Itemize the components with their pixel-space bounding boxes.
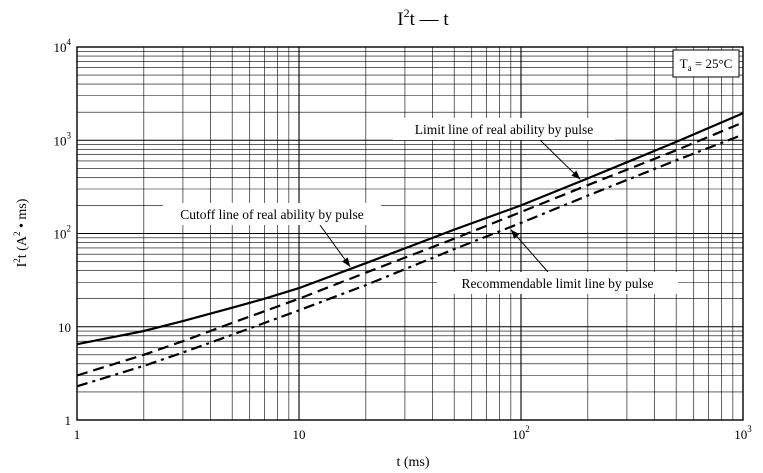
x-tick-labels: 1 10 102 103 [74, 424, 753, 442]
plot-frame [76, 46, 744, 421]
x-tick-label-base: 10 [293, 427, 306, 442]
y-tick-label: 10 [58, 320, 71, 335]
y-axis-label-sup: 2 [12, 258, 22, 263]
y-tick-label: 104 [54, 37, 72, 55]
x-tick-label-base: 1 [74, 427, 81, 442]
y-tick-label: 102 [54, 224, 72, 242]
annotation-label: Limit line of real ability by pulse [415, 122, 593, 137]
annotation-leader [539, 139, 581, 180]
y-tick-label-base: 10 [54, 227, 67, 242]
annotations: Limit line of real ability by pulse Cutof… [163, 118, 678, 294]
annotation-leader [510, 229, 549, 273]
x-tick-label: 10 [293, 427, 306, 442]
y-tick-label-exp: 2 [67, 224, 72, 234]
annotation-label: Recommendable limit line by pulse [462, 276, 654, 291]
y-axis-label: I2t (A2 • ms) [12, 198, 30, 267]
series-line-3 [76, 133, 744, 388]
y-tick-label: 103 [54, 130, 72, 148]
condition-label: Ta = 25°C [680, 56, 733, 73]
series-line-2 [76, 121, 744, 377]
x-tick-label-base: 10 [734, 427, 747, 442]
condition-box [672, 49, 740, 78]
x-tick-label: 102 [512, 424, 530, 442]
y-tick-label-base: 10 [54, 133, 67, 148]
y-tick-label-exp: 4 [67, 37, 72, 47]
y-tick-label-exp: 3 [67, 130, 72, 140]
annotation-label-bg [163, 203, 381, 225]
grid [77, 47, 743, 420]
chart-title-sup: 2 [404, 6, 410, 20]
series-lines [76, 112, 744, 388]
x-tick-label-exp: 2 [525, 424, 530, 434]
condition-sub: a [688, 63, 692, 73]
y-tick-label: 1 [65, 413, 72, 428]
x-axis-label: t (ms) [396, 455, 429, 470]
chart-title-rest: t — t [410, 9, 450, 30]
y-axis-label-rest: • ms) [15, 198, 30, 231]
x-tick-label-base: 10 [512, 427, 525, 442]
annotation-label-bg [437, 272, 678, 294]
x-tick-label-exp: 3 [747, 424, 752, 434]
chart-title: I2t — t [397, 6, 449, 30]
annotation-label: Cutoff line of real ability by pulse [180, 207, 363, 222]
y-tick-label-base: 10 [54, 40, 67, 55]
x-tick-label: 1 [74, 427, 81, 442]
condition-prefix: T [680, 56, 688, 71]
x-tick-label: 103 [734, 424, 752, 442]
annotation-arrowhead [571, 170, 581, 180]
y-tick-label-base: 10 [58, 320, 71, 335]
y-tick-label-base: 1 [65, 413, 72, 428]
chart-title-main: I [397, 9, 403, 30]
y-axis-label-middle: t (A [15, 235, 30, 258]
annotation-arrowhead [342, 257, 351, 267]
series-line-1 [76, 112, 744, 346]
annotation-label-bg [393, 118, 615, 140]
condition-rest: = 25°C [692, 56, 733, 71]
annotation-arrowhead [510, 229, 520, 239]
y-axis-label-prefix: I [15, 262, 30, 267]
y-axis-label-sup2: 2 [12, 232, 22, 237]
